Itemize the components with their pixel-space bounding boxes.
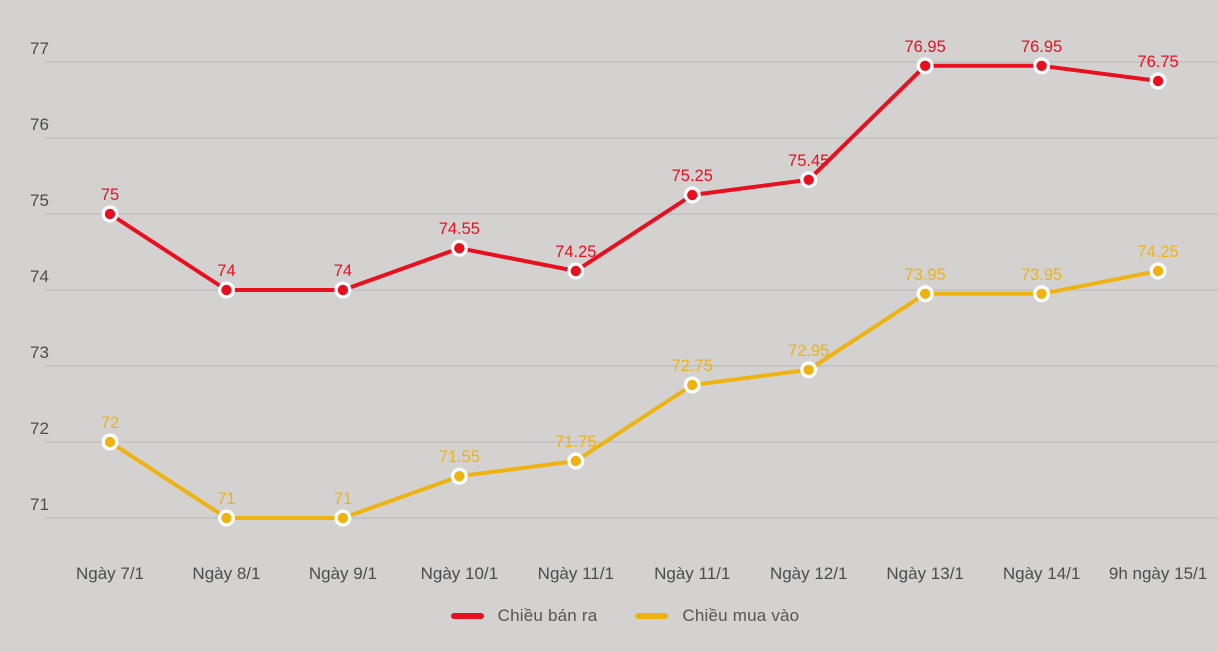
legend-item-chieu-mua-vao[interactable]: Chiều mua vào bbox=[635, 606, 799, 626]
x-axis-label: Ngày 11/1 bbox=[538, 564, 614, 583]
data-point-marker[interactable] bbox=[1036, 60, 1047, 71]
data-point-label: 74.55 bbox=[439, 220, 480, 238]
data-point-label: 76.75 bbox=[1137, 53, 1178, 71]
x-axis-label: Ngày 13/1 bbox=[886, 564, 964, 583]
data-point-label: 74 bbox=[217, 262, 235, 280]
data-point-label: 72.75 bbox=[672, 357, 713, 375]
legend-swatch-buy-line bbox=[635, 613, 669, 619]
data-point-marker[interactable] bbox=[1152, 265, 1164, 277]
data-point-marker[interactable] bbox=[1152, 75, 1164, 87]
data-point-label: 71.75 bbox=[555, 433, 596, 451]
data-point-marker[interactable] bbox=[919, 288, 931, 299]
data-point-label: 75 bbox=[101, 186, 119, 204]
data-point-marker[interactable] bbox=[454, 471, 465, 482]
data-point-label: 75.45 bbox=[788, 152, 829, 170]
chart-legend: Chiều bán ra Chiều mua vào bbox=[16, 606, 1218, 626]
data-point-label: 72 bbox=[101, 414, 119, 432]
legend-swatch-sell-line bbox=[450, 613, 484, 619]
y-axis-tick-label: 75 bbox=[30, 191, 49, 210]
x-axis-label: Ngày 10/1 bbox=[421, 564, 499, 583]
legend-item-chieu-ban-ra[interactable]: Chiều bán ra bbox=[450, 606, 598, 626]
series-line-sell bbox=[108, 63, 1161, 292]
data-point-label: 71 bbox=[334, 490, 352, 508]
data-point-marker[interactable] bbox=[337, 512, 349, 524]
data-point-marker[interactable] bbox=[337, 284, 349, 296]
y-axis-tick-label: 77 bbox=[30, 39, 49, 58]
data-point-marker[interactable] bbox=[919, 60, 931, 71]
data-point-marker[interactable] bbox=[803, 364, 814, 375]
x-axis-label: Ngày 11/1 bbox=[654, 564, 730, 583]
data-point-marker[interactable] bbox=[221, 284, 232, 296]
data-point-marker[interactable] bbox=[570, 265, 581, 277]
x-axis-label: Ngày 9/1 bbox=[309, 564, 377, 583]
y-axis-tick-label: 72 bbox=[30, 419, 49, 438]
data-point-label: 74.25 bbox=[1137, 243, 1178, 261]
x-axis-label: Ngày 8/1 bbox=[192, 564, 260, 583]
data-point-marker[interactable] bbox=[687, 189, 698, 201]
data-point-marker[interactable] bbox=[687, 379, 698, 391]
legend-label-sell: Chiều bán ra bbox=[497, 606, 598, 625]
data-point-label: 76.95 bbox=[1021, 38, 1062, 56]
data-point-label: 74.25 bbox=[555, 243, 596, 261]
data-point-marker[interactable] bbox=[803, 174, 814, 185]
data-point-label: 73.95 bbox=[1021, 266, 1062, 284]
data-point-label: 76.95 bbox=[905, 38, 946, 56]
data-point-marker[interactable] bbox=[454, 243, 465, 254]
y-axis-tick-label: 73 bbox=[30, 343, 49, 362]
x-axis-label: Ngày 7/1 bbox=[76, 564, 144, 583]
x-axis-label: 9h ngày 15/1 bbox=[1109, 564, 1207, 583]
data-point-label: 71 bbox=[217, 490, 235, 508]
data-point-marker[interactable] bbox=[221, 512, 232, 524]
x-axis-label: Ngày 12/1 bbox=[770, 564, 848, 583]
data-point-marker[interactable] bbox=[104, 436, 116, 448]
y-axis-tick-label: 71 bbox=[30, 495, 49, 514]
data-point-label: 75.25 bbox=[672, 167, 713, 185]
data-point-marker[interactable] bbox=[570, 455, 581, 467]
y-axis-tick-label: 76 bbox=[30, 115, 49, 134]
y-axis-tick-label: 74 bbox=[30, 267, 49, 286]
data-point-label: 73.95 bbox=[905, 266, 946, 284]
data-point-marker[interactable] bbox=[104, 208, 116, 220]
data-point-label: 74 bbox=[334, 262, 352, 280]
data-point-label: 71.55 bbox=[439, 448, 480, 466]
legend-label-buy: Chiều mua vào bbox=[682, 606, 800, 625]
series-line-buy bbox=[108, 269, 1161, 520]
data-point-marker[interactable] bbox=[1036, 288, 1047, 299]
data-point-label: 72.95 bbox=[788, 342, 829, 360]
x-axis-label: Ngày 14/1 bbox=[1003, 564, 1081, 583]
